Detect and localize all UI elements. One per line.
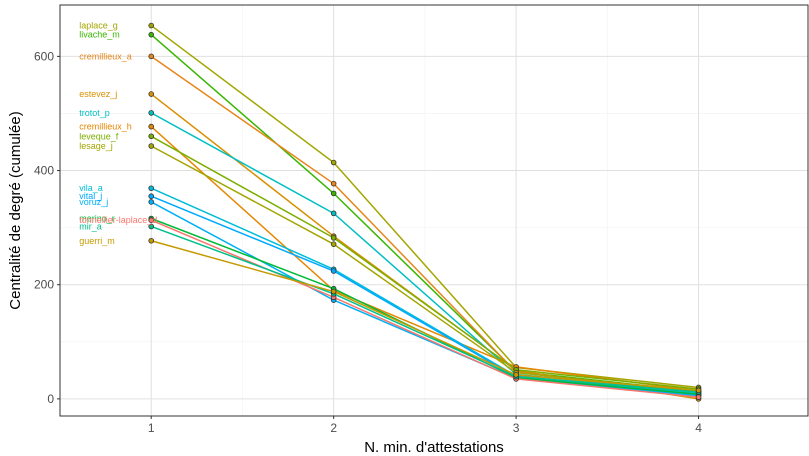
series-label: vital_j [79,191,102,201]
series-label: estevez_j [79,89,117,99]
data-point [148,91,155,97]
data-point [148,223,155,230]
series-guerri_m [148,237,702,394]
data-point [330,190,337,197]
data-point [695,387,702,394]
series-label: merino_r [79,213,115,223]
x-tick-label: 4 [695,421,702,435]
data-point [148,185,155,192]
series-label: lesage_j [79,141,113,151]
data-point [148,217,155,224]
data-point [330,235,337,241]
data-point [148,110,155,116]
series-line [150,201,699,397]
y-tick-label: 400 [34,164,54,178]
data-point [148,31,155,38]
series-label: laplace_g [79,21,118,31]
series-label: cremillieux_h [79,122,132,132]
series-label: voruz_j [79,197,108,207]
series-label: leveque_f [79,131,119,141]
x-tick-label: 3 [513,421,520,435]
series-line [150,135,699,390]
data-point [330,241,337,247]
data-point [148,143,155,149]
data-point [513,372,519,378]
series-lines [148,22,702,402]
series-line [150,219,699,398]
series-label: mir_a [79,221,102,231]
data-point [148,133,155,140]
data-point [330,210,337,217]
y-axis-title: Centralité de degré (cumulée) [7,111,24,309]
y-tick-label: 200 [34,278,54,292]
y-tick-label: 0 [47,392,54,406]
series-label: cremillieux_a [79,51,132,61]
series-line [150,225,699,393]
data-point [695,394,702,400]
x-axis-title: N. min. d'attestations [364,439,504,456]
data-point [148,237,155,244]
y-axis-ticks: 0 200 400 600 [34,49,60,406]
plot-panel-border [59,4,809,417]
x-tick-label: 2 [330,421,337,435]
data-point [148,193,155,200]
series-line [151,240,699,392]
data-point [330,288,337,295]
x-axis-ticks: 1 2 3 4 [148,416,702,435]
x-tick-label: 1 [148,421,155,435]
series-label: tonnellier-laplace_d [79,215,157,225]
series-label: vila_a [79,183,103,193]
data-point [330,159,337,166]
series-line [150,112,699,394]
series-label: trotot_p [79,108,110,118]
data-point [330,268,337,274]
series-label: guerri_m [79,236,115,246]
data-point [148,199,155,205]
data-point [148,53,155,60]
y-tick-label: 600 [34,49,54,63]
series-label: livache_m [79,30,120,40]
data-point [148,22,155,29]
grid [60,5,808,416]
series-line [150,24,699,389]
data-point [330,180,337,187]
data-point [148,123,155,130]
